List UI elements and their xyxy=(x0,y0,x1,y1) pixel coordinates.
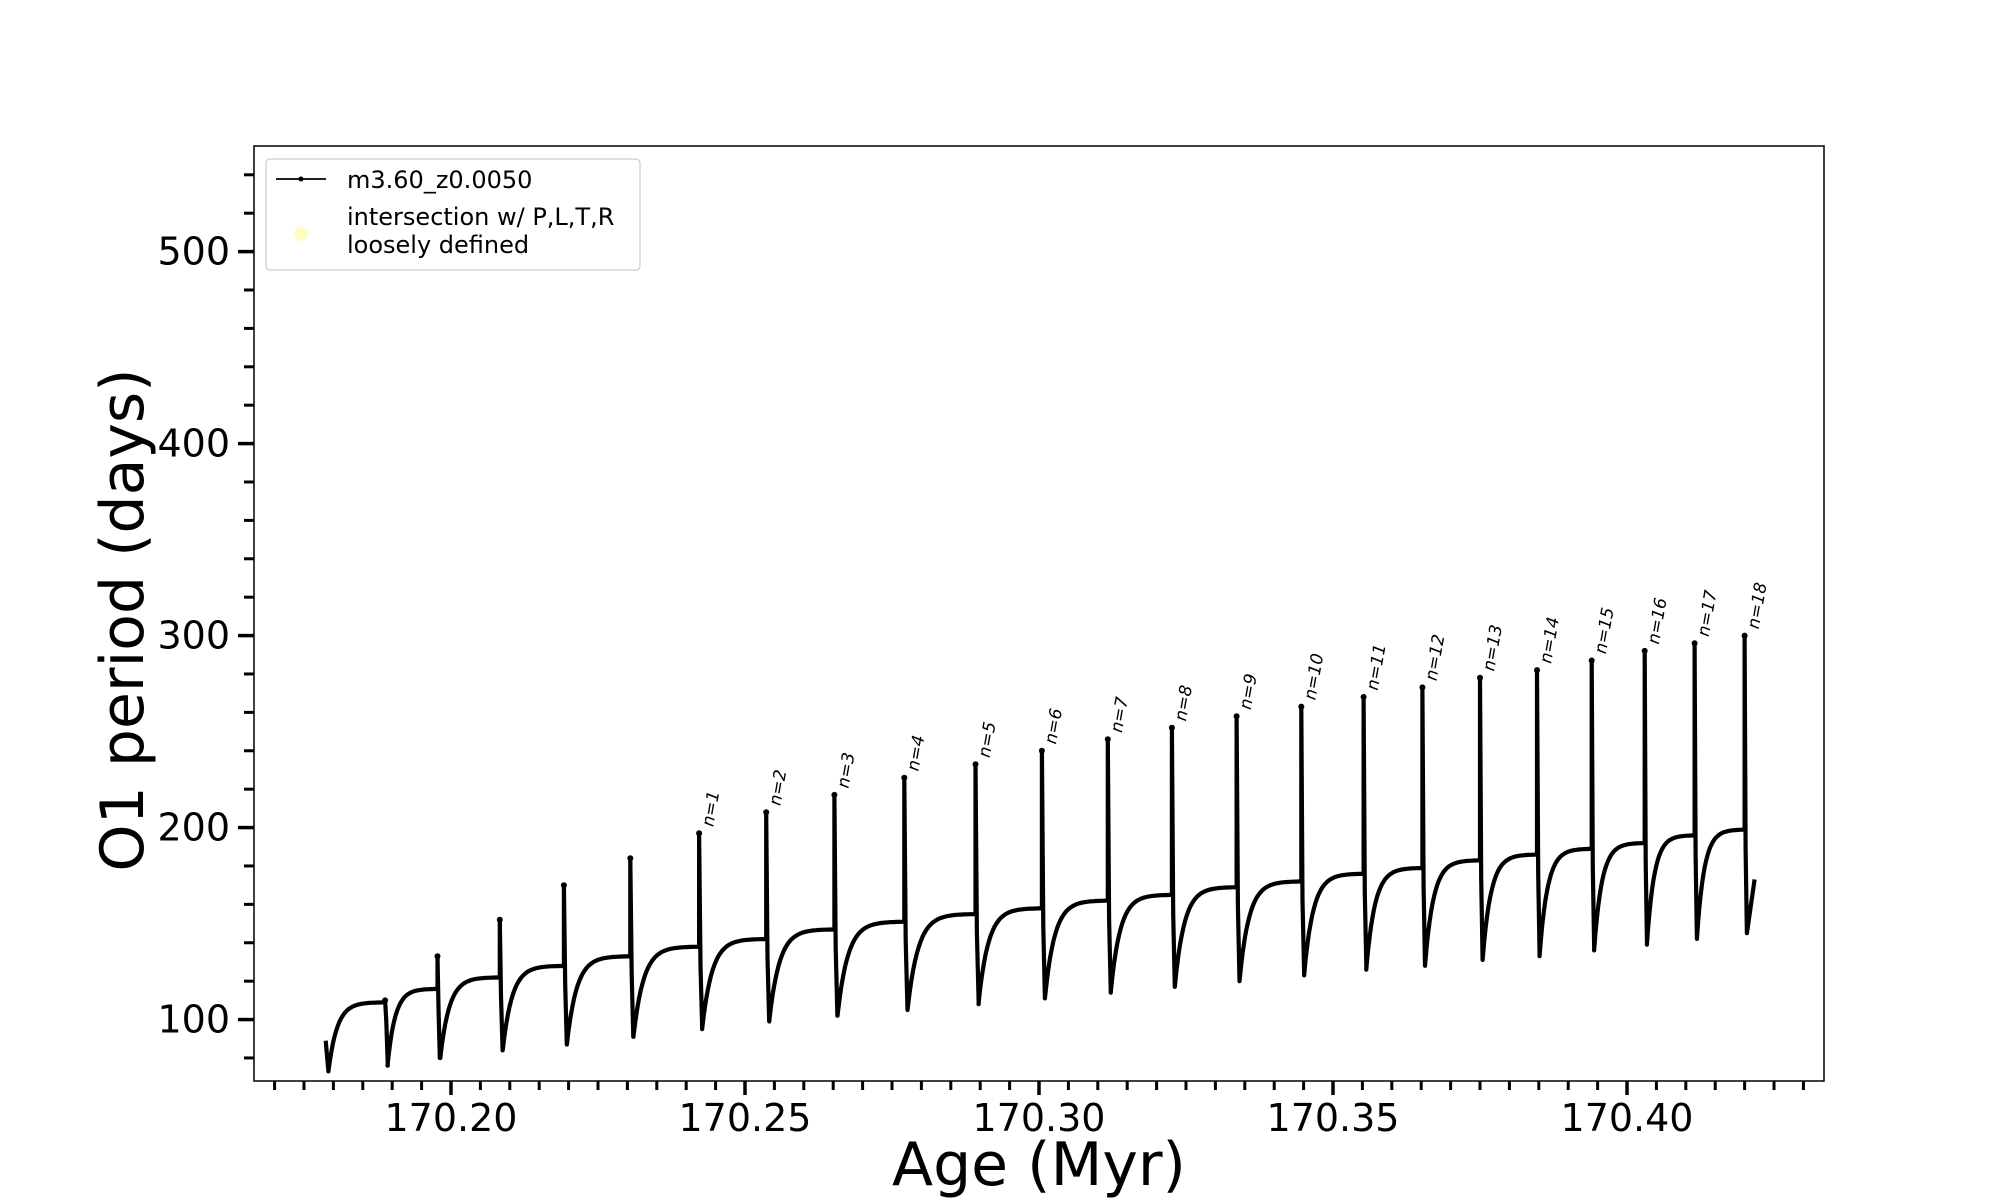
y-tick-label: 400 xyxy=(157,422,230,466)
x-tick-label: 170.40 xyxy=(1561,1096,1694,1140)
pulse-peak-point xyxy=(434,953,441,960)
x-tick-label: 170.20 xyxy=(385,1096,518,1140)
pulse-peak-point xyxy=(1298,703,1305,710)
pulse-peak-point xyxy=(763,809,770,816)
pulse-peak-point xyxy=(1419,684,1426,691)
pulse-peak-point xyxy=(1038,747,1045,754)
pulse-peak-point xyxy=(1104,736,1111,743)
pulse-peak-point xyxy=(1641,647,1648,654)
series-layer xyxy=(323,632,1757,1074)
pulse-peak-point xyxy=(1477,674,1483,681)
plot-area xyxy=(253,145,1825,1082)
legend: m3.60_z0.0050 intersection w/ P,L,T,R lo… xyxy=(265,158,641,271)
x-tick-label: 170.35 xyxy=(1267,1096,1400,1140)
pulse-peak-point xyxy=(972,761,979,768)
y-tick-label: 100 xyxy=(157,998,230,1042)
pulse-peak-point xyxy=(382,997,389,1004)
y-axis-title: O1 period (days) xyxy=(88,368,158,871)
pulse-peak-point xyxy=(1741,632,1748,639)
pulse-peak-point xyxy=(1360,694,1367,700)
pulse-peak-point xyxy=(496,916,503,923)
pulse-peak-point xyxy=(627,855,634,862)
pulse-peak-point xyxy=(901,774,908,781)
y-axis: 100 200 300 400 500 xyxy=(157,173,254,1060)
pulse-peak-point xyxy=(1691,640,1698,647)
pulse-peak-point xyxy=(1534,667,1540,674)
x-axis: 170.20 170.25 170.30 170.35 170.40 xyxy=(273,1081,1805,1140)
pulse-peak-point xyxy=(560,882,567,889)
legend-label-series: m3.60_z0.0050 xyxy=(347,166,532,194)
x-tick-label: 170.30 xyxy=(973,1096,1106,1140)
pulse-peak-point xyxy=(831,791,838,798)
pulse-peak-point xyxy=(1588,657,1595,664)
y-tick-label: 500 xyxy=(157,230,230,274)
legend-label-intersection-line2: loosely defined xyxy=(347,231,529,259)
series-line xyxy=(323,633,1757,1074)
legend-frame xyxy=(265,158,641,271)
pulse-peak-point xyxy=(1233,713,1240,720)
pulse-peak-point xyxy=(1168,724,1175,731)
legend-dot-marker xyxy=(298,176,304,182)
legend-label-intersection: intersection w/ P,L,T,R xyxy=(347,203,614,231)
pulse-peak-point xyxy=(696,830,703,837)
y-tick-label: 200 xyxy=(157,806,230,850)
legend-intersection-marker xyxy=(294,227,308,241)
x-tick-label: 170.25 xyxy=(679,1096,812,1140)
x-axis-title: Age (Myr) xyxy=(892,1130,1186,1200)
y-tick-label: 300 xyxy=(157,614,230,658)
